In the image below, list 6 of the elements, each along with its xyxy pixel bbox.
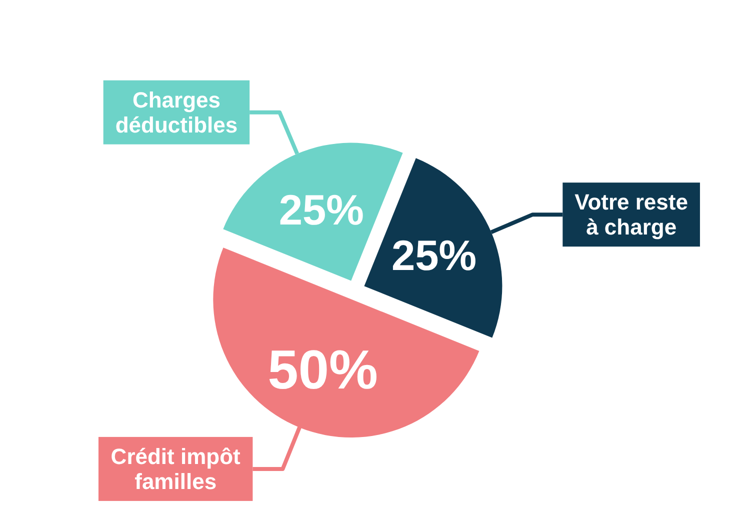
data-label: 50% xyxy=(268,338,378,401)
data-label: 25% xyxy=(392,232,477,280)
slice-label: Votre reste à charge xyxy=(574,190,688,240)
data-label: 25% xyxy=(278,187,364,234)
slice-label: Crédit impôt familles xyxy=(110,444,242,494)
slice-label: Charges déductibles xyxy=(115,87,238,138)
